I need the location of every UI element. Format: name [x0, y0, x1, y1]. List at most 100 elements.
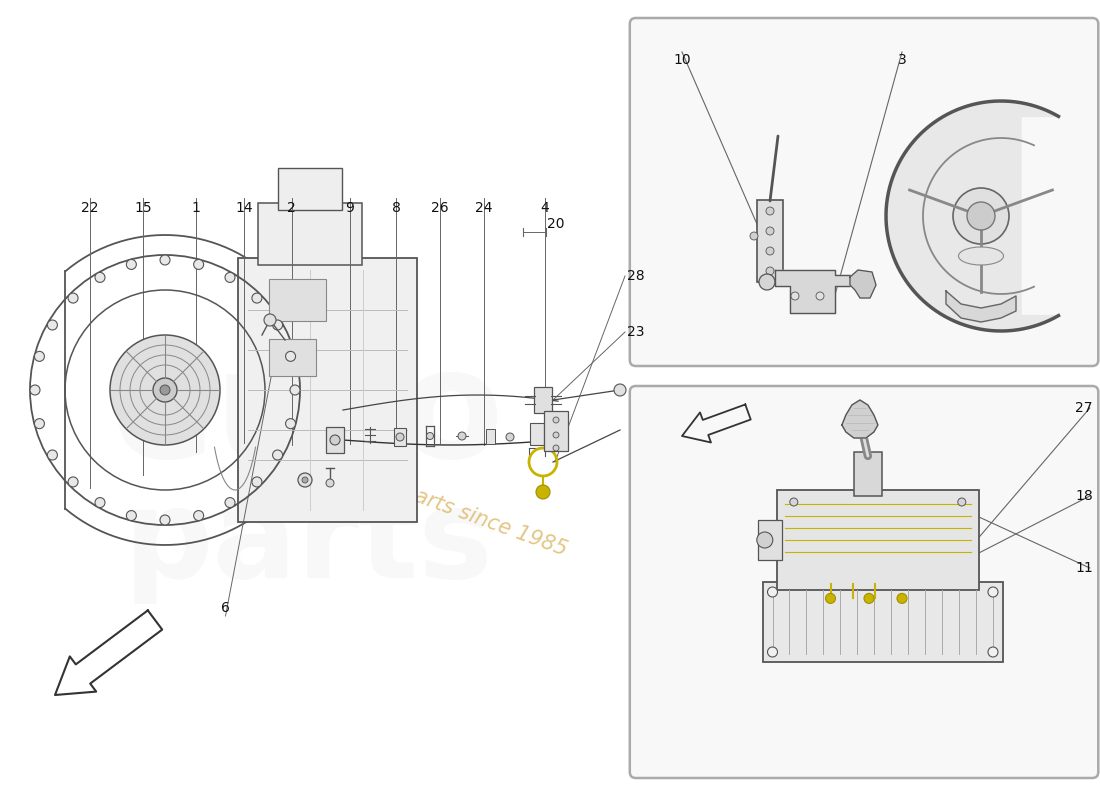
Circle shape [988, 587, 998, 597]
Polygon shape [55, 610, 162, 695]
Circle shape [958, 498, 966, 506]
Circle shape [614, 384, 626, 396]
Circle shape [226, 498, 235, 507]
Circle shape [95, 498, 104, 507]
Circle shape [34, 418, 44, 429]
Circle shape [286, 351, 296, 362]
Circle shape [864, 594, 874, 603]
Circle shape [290, 385, 300, 395]
Circle shape [226, 273, 235, 282]
Circle shape [252, 293, 262, 303]
Circle shape [536, 485, 550, 499]
Circle shape [264, 314, 276, 326]
Circle shape [396, 433, 404, 441]
FancyBboxPatch shape [757, 200, 783, 282]
Text: euro: euro [111, 342, 505, 490]
Circle shape [766, 207, 774, 215]
Circle shape [458, 432, 466, 440]
Circle shape [988, 647, 998, 657]
Circle shape [553, 432, 559, 438]
FancyBboxPatch shape [762, 582, 1003, 662]
Circle shape [68, 477, 78, 487]
Text: 6: 6 [221, 601, 230, 615]
Polygon shape [946, 291, 1016, 322]
Text: a passion for parts since 1985: a passion for parts since 1985 [266, 433, 570, 559]
FancyBboxPatch shape [854, 451, 882, 495]
Circle shape [953, 188, 1009, 244]
FancyBboxPatch shape [278, 168, 342, 210]
Circle shape [68, 293, 78, 303]
Circle shape [553, 445, 559, 451]
FancyBboxPatch shape [777, 490, 979, 590]
Text: 9: 9 [345, 201, 354, 215]
Circle shape [286, 418, 296, 429]
Circle shape [298, 473, 312, 487]
Text: 18: 18 [1075, 489, 1092, 503]
Circle shape [194, 510, 204, 521]
Text: 27: 27 [1076, 401, 1092, 415]
Text: 2: 2 [287, 201, 296, 215]
Circle shape [750, 232, 758, 240]
Circle shape [330, 435, 340, 445]
Circle shape [34, 351, 44, 362]
Polygon shape [886, 101, 1058, 331]
Text: 3: 3 [898, 53, 906, 67]
Text: 22: 22 [81, 201, 99, 215]
FancyBboxPatch shape [534, 387, 552, 413]
Circle shape [47, 320, 57, 330]
Circle shape [791, 292, 799, 300]
Circle shape [302, 477, 308, 483]
Text: parts: parts [123, 483, 493, 605]
Text: 23: 23 [627, 325, 645, 339]
Circle shape [825, 594, 836, 603]
FancyBboxPatch shape [394, 428, 406, 446]
FancyBboxPatch shape [485, 429, 495, 443]
Text: 26: 26 [431, 201, 449, 215]
Circle shape [553, 417, 559, 423]
Circle shape [273, 320, 283, 330]
Circle shape [30, 385, 40, 395]
Circle shape [506, 433, 514, 441]
Circle shape [273, 450, 283, 460]
Circle shape [126, 259, 136, 270]
Circle shape [896, 594, 907, 603]
Circle shape [757, 532, 773, 548]
Text: 4: 4 [540, 201, 549, 215]
Circle shape [766, 247, 774, 255]
Circle shape [153, 378, 177, 402]
Text: 1: 1 [191, 201, 200, 215]
Circle shape [967, 202, 996, 230]
Circle shape [160, 515, 170, 525]
Circle shape [194, 259, 204, 270]
FancyBboxPatch shape [270, 279, 326, 321]
Circle shape [326, 479, 334, 487]
Circle shape [427, 433, 433, 439]
Polygon shape [776, 270, 850, 313]
FancyBboxPatch shape [630, 386, 1098, 778]
Circle shape [160, 385, 170, 395]
Circle shape [766, 267, 774, 275]
Circle shape [768, 587, 778, 597]
Text: 11: 11 [1075, 561, 1092, 575]
FancyBboxPatch shape [630, 18, 1098, 366]
Circle shape [126, 510, 136, 521]
Polygon shape [850, 270, 876, 298]
Polygon shape [842, 400, 878, 438]
Circle shape [160, 255, 170, 265]
Ellipse shape [958, 247, 1003, 265]
FancyBboxPatch shape [238, 258, 417, 522]
Circle shape [816, 292, 824, 300]
Circle shape [768, 647, 778, 657]
FancyBboxPatch shape [258, 203, 362, 265]
Circle shape [790, 498, 798, 506]
Circle shape [766, 227, 774, 235]
Text: 8: 8 [392, 201, 400, 215]
Text: 28: 28 [627, 269, 645, 283]
Text: 20: 20 [547, 217, 564, 231]
Polygon shape [682, 405, 750, 442]
Circle shape [252, 477, 262, 487]
Circle shape [47, 450, 57, 460]
FancyBboxPatch shape [530, 423, 544, 445]
Text: 24: 24 [475, 201, 493, 215]
FancyBboxPatch shape [270, 339, 316, 376]
